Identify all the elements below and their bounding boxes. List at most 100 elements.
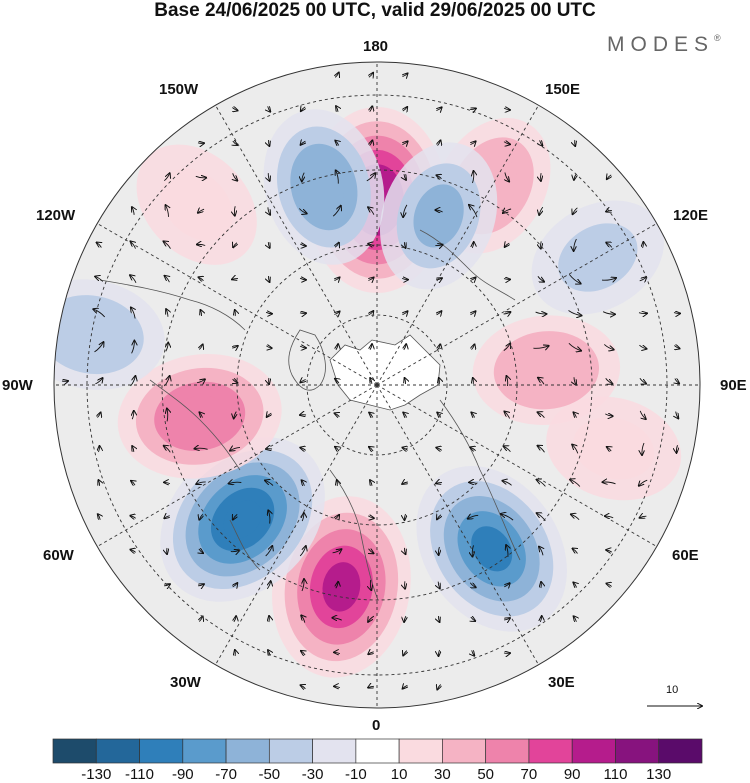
lon-label-180: 180 (363, 38, 389, 55)
colorbar-swatch (658, 738, 703, 764)
wind-arrow (437, 175, 442, 178)
wind-arrow (269, 139, 270, 146)
anomaly-contour (322, 562, 361, 612)
wind-arrow (98, 480, 99, 486)
wind-arrow (369, 447, 373, 451)
colorbar-tick-label: -90 (171, 766, 194, 783)
wind-arrow (642, 442, 644, 455)
wind-arrow (606, 584, 611, 587)
wind-arrow (603, 344, 613, 349)
wind-arrow (504, 412, 509, 419)
europe-coast (329, 469, 379, 601)
wind-arrow (538, 378, 545, 385)
wind-arrow (401, 278, 408, 279)
colorbar-swatch (268, 738, 313, 764)
wind-arrow (501, 514, 514, 521)
wind-arrow (404, 615, 406, 622)
wind-arrow (200, 412, 203, 417)
lon-label-150e: 150E (545, 81, 581, 98)
wind-arrow (132, 207, 134, 215)
wind-arrow (370, 378, 372, 384)
arctic-ocean-patch (329, 334, 441, 411)
wind-arrow (337, 480, 338, 487)
wind-arrow (335, 447, 339, 451)
colorbar-tick-label: 130 (646, 766, 672, 783)
wind-arrow (403, 73, 408, 76)
wind-arrow (568, 274, 580, 283)
wind-arrow (503, 343, 510, 351)
colorbar-swatch (442, 738, 487, 764)
wind-arrow (299, 278, 306, 280)
wind-arrow (538, 412, 545, 418)
wind-arrow (268, 207, 270, 214)
wind-arrow (574, 238, 577, 251)
wind-arrow (404, 513, 405, 520)
colorbar-swatch (571, 738, 616, 764)
wind-arrow (233, 379, 238, 383)
brand-logo: MODES® (607, 33, 721, 57)
wind-arrow (638, 313, 647, 314)
wind-arrow (369, 73, 373, 77)
wind-arrow (267, 413, 272, 417)
wind-arrow (607, 447, 611, 451)
wind-arrow (404, 547, 405, 554)
wind-arrow (472, 344, 475, 349)
wind-arrow (95, 378, 102, 385)
wind-arrow (470, 583, 475, 588)
wind-arrow (370, 140, 373, 145)
wind-arrow (537, 480, 546, 487)
wind-arrow (198, 584, 204, 586)
eurasia-coast (439, 399, 521, 561)
wind-arrow (130, 275, 137, 283)
wind-arrow (468, 515, 479, 518)
wind-arrow (332, 618, 342, 620)
wind-arrow (164, 241, 171, 249)
wind-arrow (268, 650, 270, 656)
wind-arrow (199, 513, 202, 519)
wind-arrow (199, 277, 204, 280)
wind-arrow (369, 311, 374, 315)
anomaly-contour (413, 184, 464, 248)
wind-arrow (301, 107, 305, 111)
wind-arrow (435, 210, 443, 212)
wind-arrow (336, 106, 338, 112)
colorbar-tick-label: 30 (434, 766, 451, 783)
colorbar-tick-label: -50 (258, 766, 281, 783)
colorbar-swatch (355, 738, 400, 764)
wind-arrow (97, 243, 102, 248)
graticule (54, 62, 700, 708)
wind-arrow (268, 510, 270, 524)
wind-arrow (130, 376, 136, 387)
wind-arrow (437, 685, 440, 690)
wind-arrow (97, 413, 100, 418)
wind-arrow (131, 241, 136, 249)
wind-arrow (201, 310, 202, 317)
wind-arrow (232, 108, 237, 111)
wind-arrow (164, 482, 171, 483)
wind-arrow (402, 482, 408, 484)
wind-arrow (370, 579, 371, 590)
wind-arrow (268, 106, 271, 111)
wind-arrow (470, 278, 475, 281)
wind-arrow (541, 241, 542, 248)
wind-arrow (538, 446, 545, 453)
wind-arrow (232, 346, 238, 348)
wind-arrow (98, 514, 100, 520)
wind-arrow (639, 277, 647, 281)
wind-arrow (574, 412, 577, 417)
wind-arrow (540, 616, 541, 623)
wind-arrow (166, 343, 168, 352)
wind-arrow (266, 346, 271, 348)
wind-arrow (94, 342, 104, 353)
wind-arrow (404, 344, 406, 351)
wind-arrow (573, 549, 578, 554)
wind-arrow (233, 583, 238, 587)
wind-arrow (335, 413, 340, 416)
wind-arrow (164, 516, 169, 519)
wind-arrow (541, 172, 542, 181)
wind-arrow (504, 446, 511, 452)
wind-arrow (166, 205, 169, 217)
wind-arrow (368, 207, 375, 215)
wind-arrow (298, 208, 306, 214)
wind-arrow (437, 311, 442, 315)
